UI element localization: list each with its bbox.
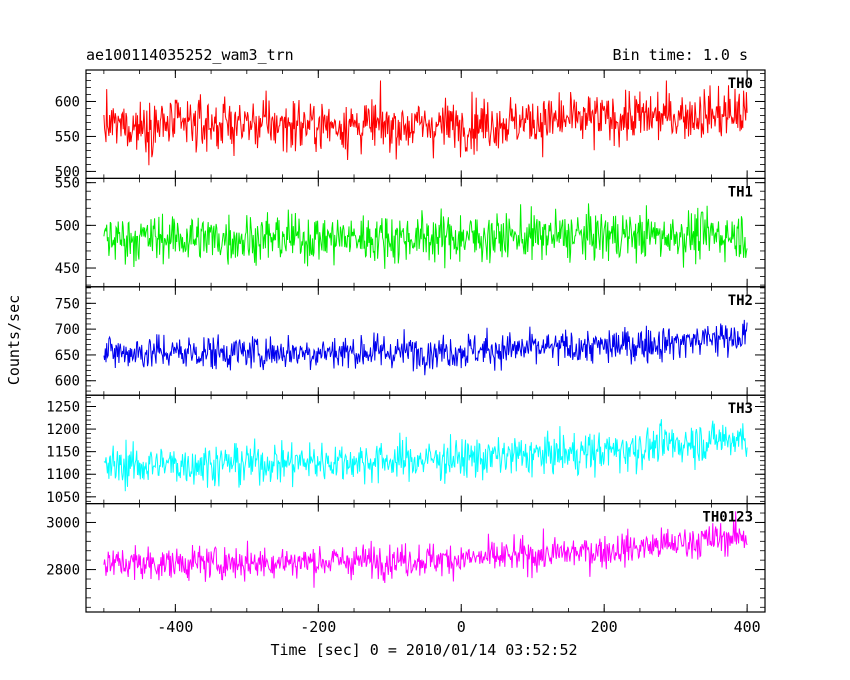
panel-th3: 1050 1100 1150 1200 1250 TH3 bbox=[46, 394, 766, 506]
y-tick-label: 1200 bbox=[46, 422, 80, 438]
x-tick-label: -200 bbox=[300, 618, 336, 636]
x-axis: -400 -200 0 200 400 bbox=[157, 618, 760, 636]
x-tick-label: 400 bbox=[734, 618, 761, 636]
panel-label-th1: TH1 bbox=[728, 184, 753, 200]
x-axis-label: Time [sec] 0 = 2010/01/14 03:52:52 bbox=[270, 641, 577, 659]
panel-th0: 500 550 600 TH0 bbox=[55, 69, 766, 180]
light-curve-th0 bbox=[103, 80, 748, 166]
y-tick-label: 1050 bbox=[46, 490, 80, 506]
y-tick-label: 1100 bbox=[46, 467, 80, 483]
y-tick-label: 450 bbox=[55, 261, 80, 277]
y-tick-label: 500 bbox=[55, 218, 80, 234]
panel-label-th0123: TH0123 bbox=[702, 510, 753, 526]
y-tick-label: 1150 bbox=[46, 445, 80, 461]
x-tick-label: -400 bbox=[157, 618, 193, 636]
panel-frame bbox=[85, 286, 766, 396]
y-tick-label: 750 bbox=[55, 296, 80, 312]
panel-frame bbox=[85, 503, 766, 613]
bin-time-label: Bin time: 1.0 s bbox=[613, 46, 748, 64]
panel-label-th0: TH0 bbox=[728, 76, 753, 92]
y-tick-label: 550 bbox=[55, 176, 80, 192]
y-tick-label: 550 bbox=[55, 129, 80, 145]
panel-th2: 600 650 700 750 TH2 bbox=[55, 286, 766, 396]
panel-label-th3: TH3 bbox=[728, 401, 753, 417]
x-tick-label: 0 bbox=[457, 618, 466, 636]
light-curve-th3 bbox=[103, 419, 748, 492]
y-tick-label: 500 bbox=[55, 164, 80, 180]
panel-th0123: 2800 3000 TH0123 bbox=[46, 503, 766, 613]
light-curve-th1 bbox=[103, 203, 748, 269]
y-tick-label: 2800 bbox=[46, 563, 80, 579]
y-tick-label: 700 bbox=[55, 322, 80, 338]
y-tick-label: 650 bbox=[55, 348, 80, 364]
y-tick-label: 1250 bbox=[46, 399, 80, 415]
y-tick-label: 600 bbox=[55, 374, 80, 390]
light-curve-th2 bbox=[103, 319, 748, 376]
light-curve-th0123 bbox=[103, 511, 748, 588]
y-tick-label: 600 bbox=[55, 94, 80, 110]
y-axis-label: Counts/sec bbox=[5, 295, 23, 385]
chart-title: ae100114035252_wam3_trn bbox=[86, 46, 294, 64]
y-tick-label: 3000 bbox=[46, 515, 80, 531]
panel-th1: 450 500 550 TH1 bbox=[55, 176, 766, 288]
x-tick-label: 200 bbox=[591, 618, 618, 636]
panel-label-th2: TH2 bbox=[728, 293, 753, 309]
